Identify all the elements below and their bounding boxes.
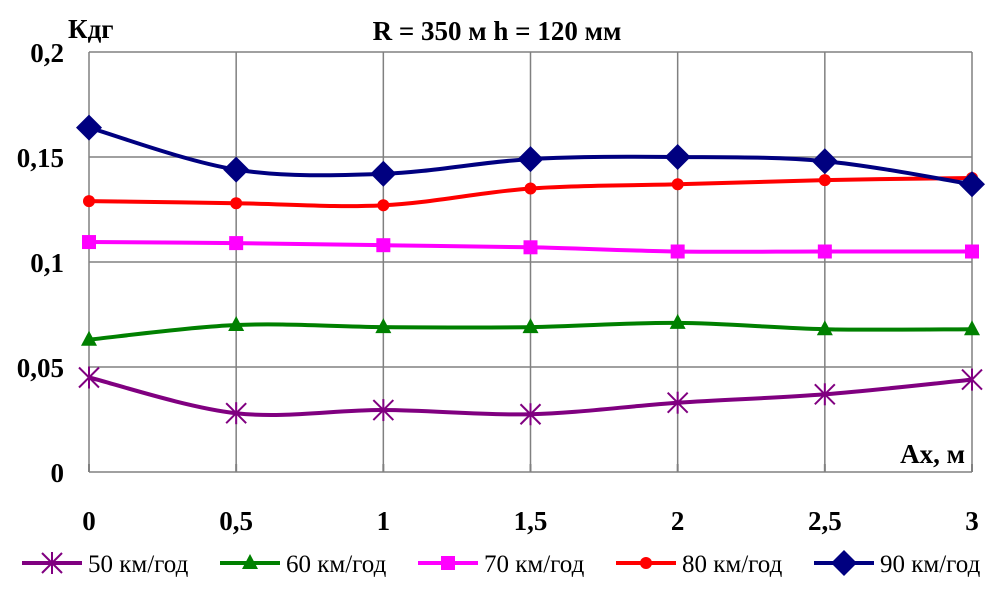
data-point-80 xyxy=(83,195,95,208)
y-axis-label: Кдг xyxy=(68,14,114,44)
data-point-70 xyxy=(376,238,391,253)
data-point-80 xyxy=(377,199,390,212)
data-point-60 xyxy=(522,318,539,334)
legend-item: 80 км/год xyxy=(616,551,783,578)
data-point-50 xyxy=(519,403,542,426)
data-point-80 xyxy=(230,197,243,210)
y-axis-ticks: 0 0,05 0,1 0,15 0,2 xyxy=(17,38,64,488)
data-point-50 xyxy=(666,391,689,414)
y-tick-label: 0,05 xyxy=(17,353,64,383)
data-point-90 xyxy=(959,171,985,198)
x-tick-label: 0 xyxy=(82,506,96,536)
x-axis-ticks: 0 0,5 1 1,5 2 2,5 3 xyxy=(82,506,979,536)
legend-label: 60 км/год xyxy=(286,551,387,578)
data-point-90 xyxy=(76,114,102,141)
data-point-60 xyxy=(816,320,833,336)
data-point-70 xyxy=(670,244,685,259)
legend-label: 80 км/год xyxy=(682,551,783,578)
data-point-70 xyxy=(229,236,244,251)
legend-item: 60 км/год xyxy=(220,551,387,578)
data-point-80 xyxy=(524,182,537,195)
legend-marker-icon xyxy=(640,557,652,569)
legend-label: 70 км/год xyxy=(484,551,585,578)
data-point-60 xyxy=(81,330,97,346)
y-tick-label: 0,1 xyxy=(30,248,64,278)
data-point-50 xyxy=(814,383,836,406)
legend-marker-icon xyxy=(441,556,455,570)
data-point-70 xyxy=(965,244,979,259)
x-tick-label: 0,5 xyxy=(219,506,253,536)
series-markers xyxy=(76,114,985,426)
data-point-90 xyxy=(811,148,838,175)
data-point-70 xyxy=(817,244,832,259)
chart-title: R = 350 м h = 120 мм xyxy=(373,16,622,46)
x-tick-label: 3 xyxy=(965,506,979,536)
x-tick-label: 1,5 xyxy=(514,506,548,536)
data-point-50 xyxy=(78,366,100,389)
data-point-80 xyxy=(818,174,831,187)
legend-item: 90 км/год xyxy=(814,550,981,578)
data-point-50 xyxy=(961,368,983,391)
legend-item: 50 км/год xyxy=(22,551,189,578)
x-tick-label: 2 xyxy=(671,506,685,536)
data-point-70 xyxy=(82,235,96,250)
data-point-50 xyxy=(225,402,247,425)
y-tick-label: 0 xyxy=(51,458,65,488)
data-point-50 xyxy=(372,399,395,422)
data-point-60 xyxy=(375,318,392,334)
legend-label: 90 км/год xyxy=(880,551,981,578)
y-tick-label: 0,15 xyxy=(17,143,64,173)
legend-marker-icon xyxy=(41,552,63,574)
legend-marker-icon xyxy=(831,550,857,576)
data-point-70 xyxy=(523,240,538,255)
legend-label: 50 км/год xyxy=(88,551,189,578)
data-point-80 xyxy=(671,178,684,191)
data-point-60 xyxy=(669,313,686,329)
x-axis-label: Ax, м xyxy=(900,439,965,469)
data-point-90 xyxy=(664,144,691,170)
x-tick-label: 1 xyxy=(377,506,391,536)
data-point-60 xyxy=(964,320,980,336)
data-point-90 xyxy=(223,156,250,183)
legend: 50 км/год 60 км/год 70 км/год 80 км/год 90 к… xyxy=(22,550,981,578)
data-point-90 xyxy=(517,146,544,173)
y-tick-label: 0,2 xyxy=(30,38,64,68)
legend-marker-icon xyxy=(242,554,258,569)
x-tick-label: 2,5 xyxy=(808,506,842,536)
data-point-90 xyxy=(370,160,397,187)
data-point-60 xyxy=(228,316,245,331)
legend-item: 70 км/год xyxy=(418,551,585,578)
